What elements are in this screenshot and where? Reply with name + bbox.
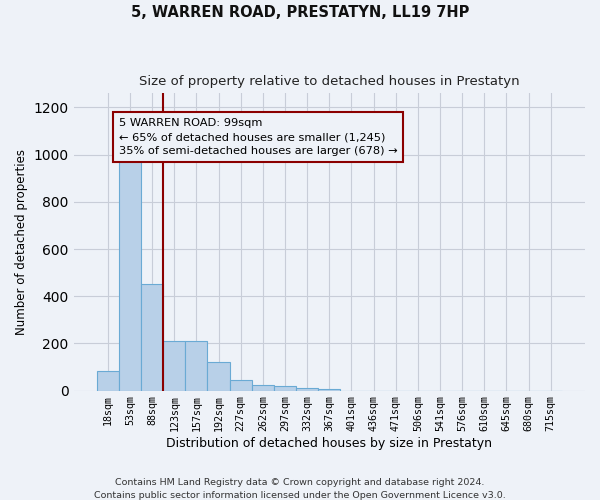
Text: Contains HM Land Registry data © Crown copyright and database right 2024.
Contai: Contains HM Land Registry data © Crown c…: [94, 478, 506, 500]
Bar: [208, 362, 230, 390]
Bar: [230, 380, 252, 390]
Text: 5, WARREN ROAD, PRESTATYN, LL19 7HP: 5, WARREN ROAD, PRESTATYN, LL19 7HP: [131, 5, 469, 20]
Bar: [296, 388, 318, 390]
Bar: [274, 386, 296, 390]
X-axis label: Distribution of detached houses by size in Prestatyn: Distribution of detached houses by size …: [166, 437, 492, 450]
Text: 5 WARREN ROAD: 99sqm
← 65% of detached houses are smaller (1,245)
35% of semi-de: 5 WARREN ROAD: 99sqm ← 65% of detached h…: [119, 118, 398, 156]
Bar: [185, 341, 208, 390]
Y-axis label: Number of detached properties: Number of detached properties: [15, 149, 28, 335]
Bar: [252, 384, 274, 390]
Bar: [141, 284, 163, 391]
Title: Size of property relative to detached houses in Prestatyn: Size of property relative to detached ho…: [139, 75, 520, 88]
Bar: [97, 370, 119, 390]
Bar: [163, 341, 185, 390]
Bar: [119, 160, 141, 390]
